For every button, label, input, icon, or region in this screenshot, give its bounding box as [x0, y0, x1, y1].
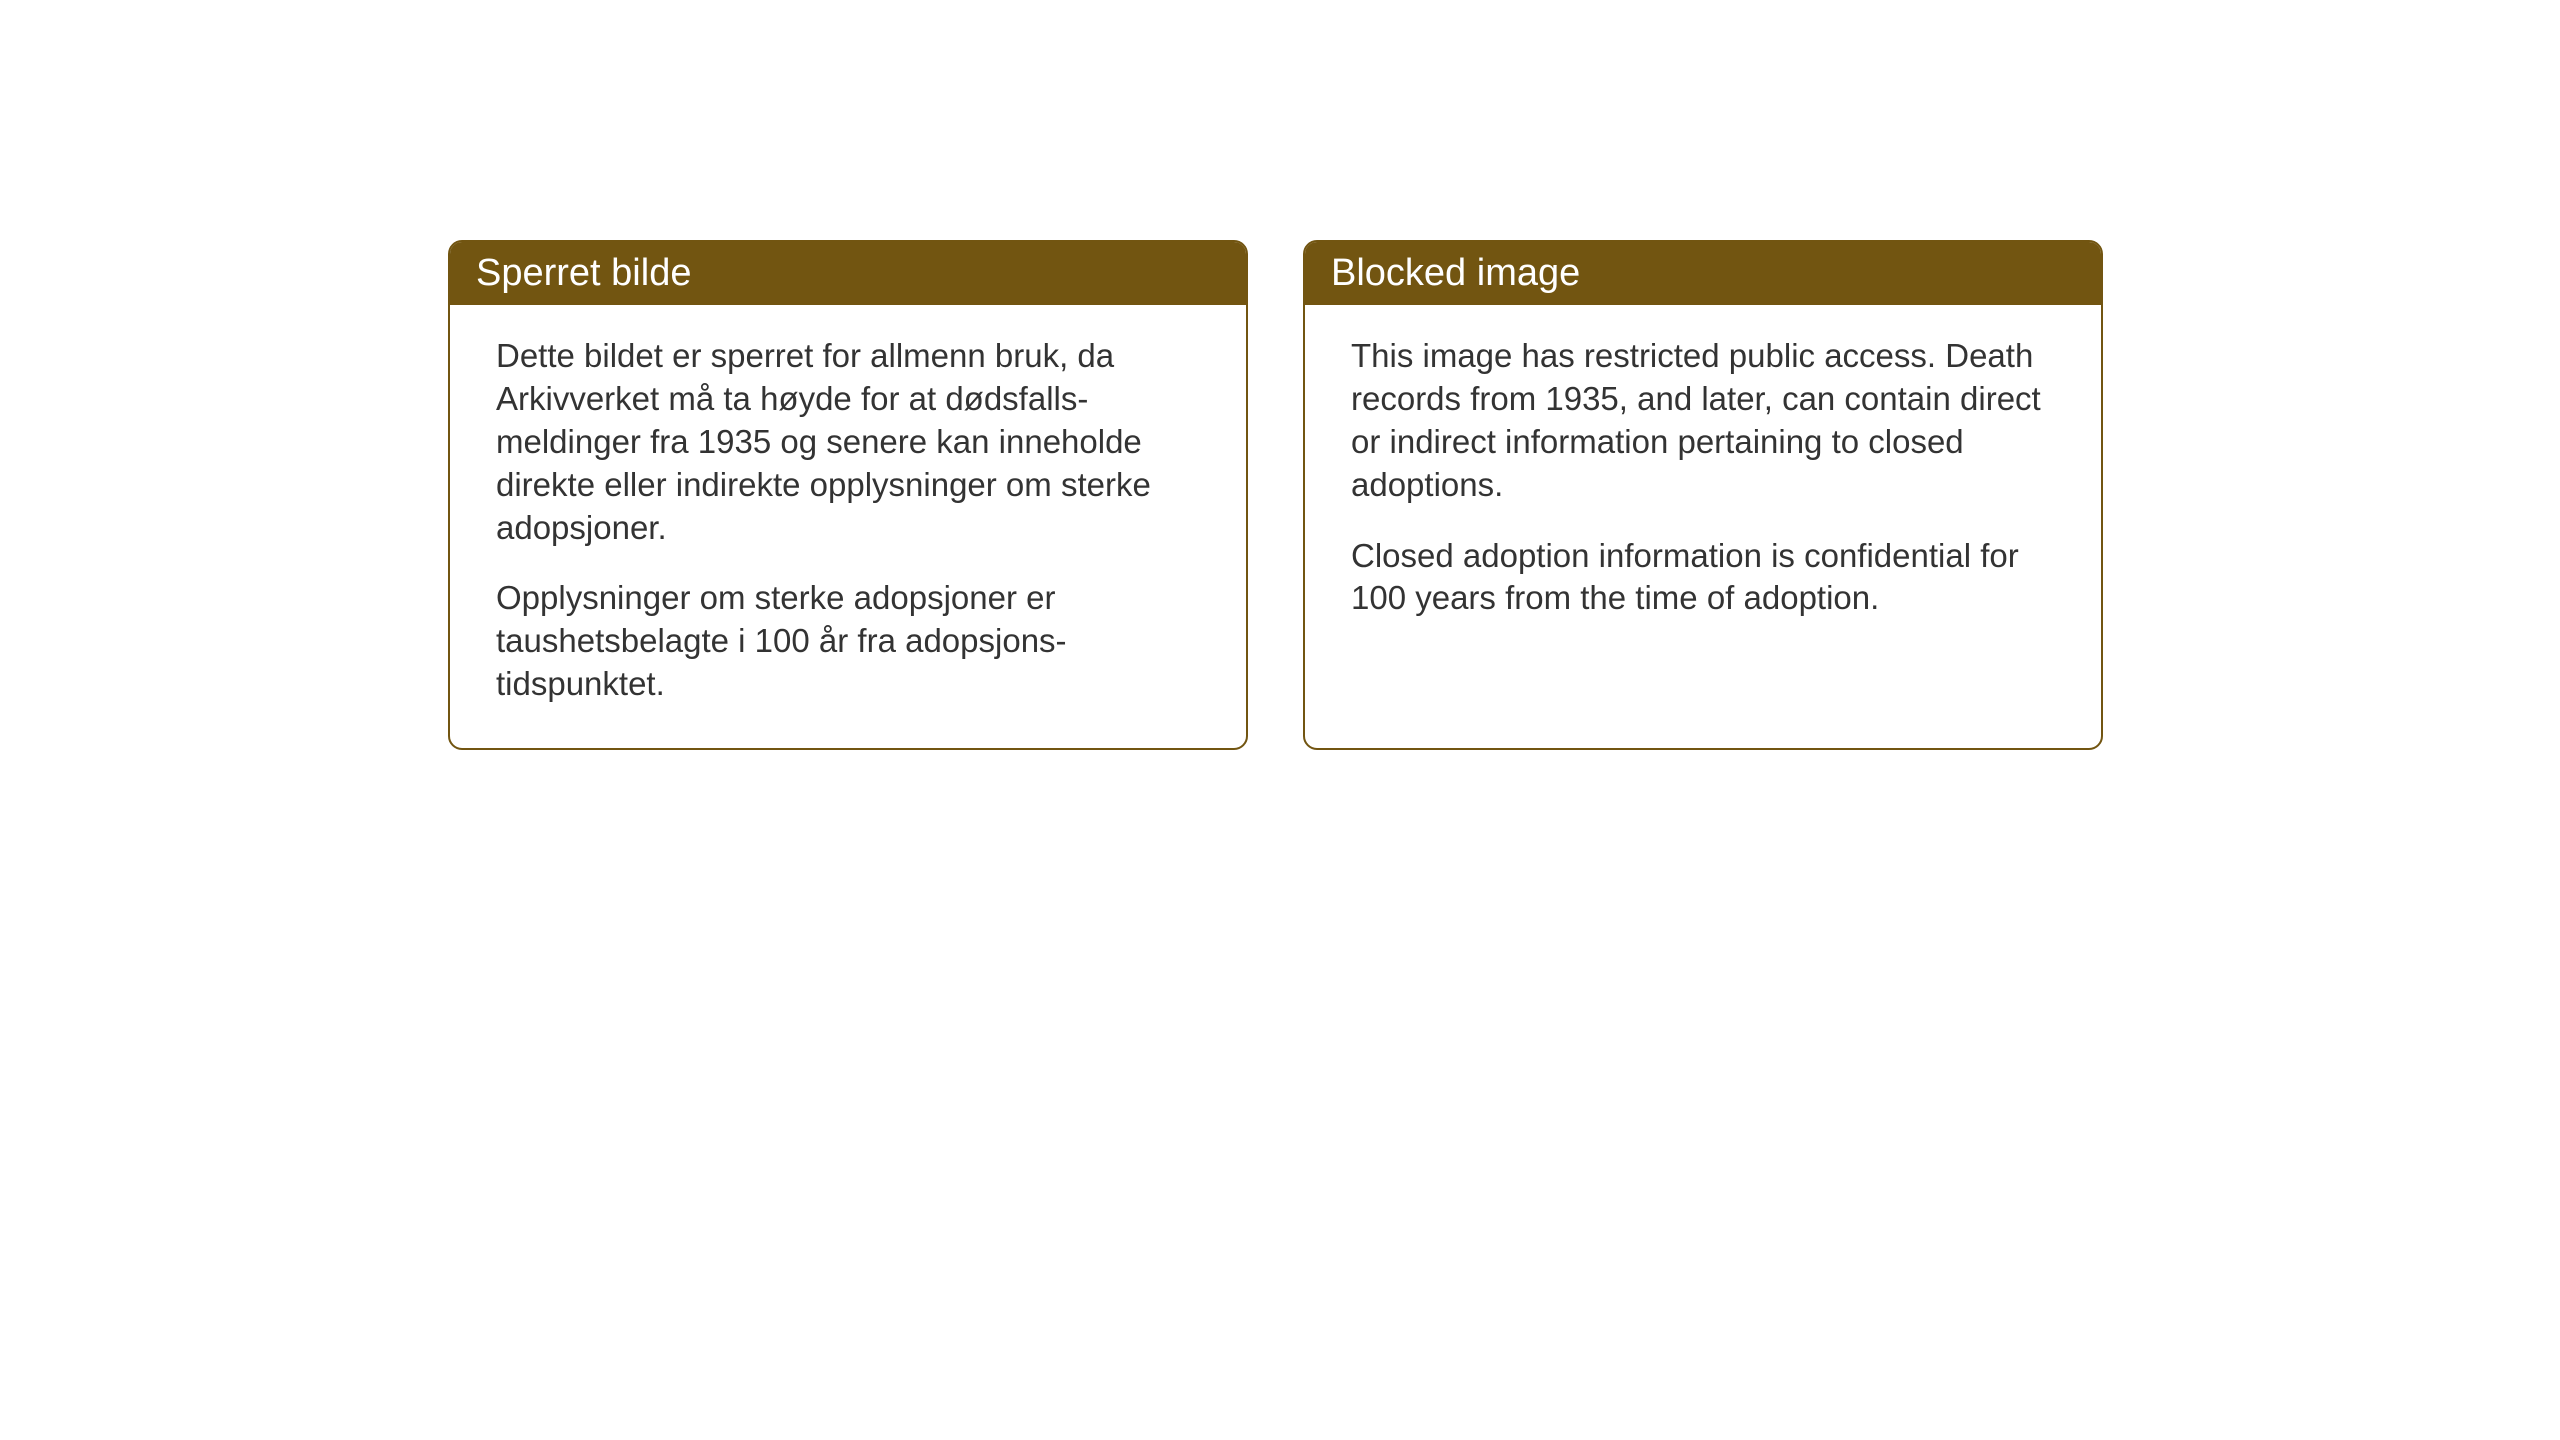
- card-english: Blocked image This image has restricted …: [1303, 240, 2103, 750]
- card-text-norwegian-p2: Opplysninger om sterke adopsjoner er tau…: [496, 577, 1200, 706]
- cards-container: Sperret bilde Dette bildet er sperret fo…: [448, 240, 2103, 750]
- card-header-norwegian: Sperret bilde: [450, 242, 1246, 305]
- card-header-english: Blocked image: [1305, 242, 2101, 305]
- card-body-norwegian: Dette bildet er sperret for allmenn bruk…: [450, 305, 1246, 748]
- card-body-english: This image has restricted public access.…: [1305, 305, 2101, 662]
- card-norwegian: Sperret bilde Dette bildet er sperret fo…: [448, 240, 1248, 750]
- card-text-norwegian-p1: Dette bildet er sperret for allmenn bruk…: [496, 335, 1200, 549]
- card-text-english-p2: Closed adoption information is confident…: [1351, 535, 2055, 621]
- card-text-english-p1: This image has restricted public access.…: [1351, 335, 2055, 507]
